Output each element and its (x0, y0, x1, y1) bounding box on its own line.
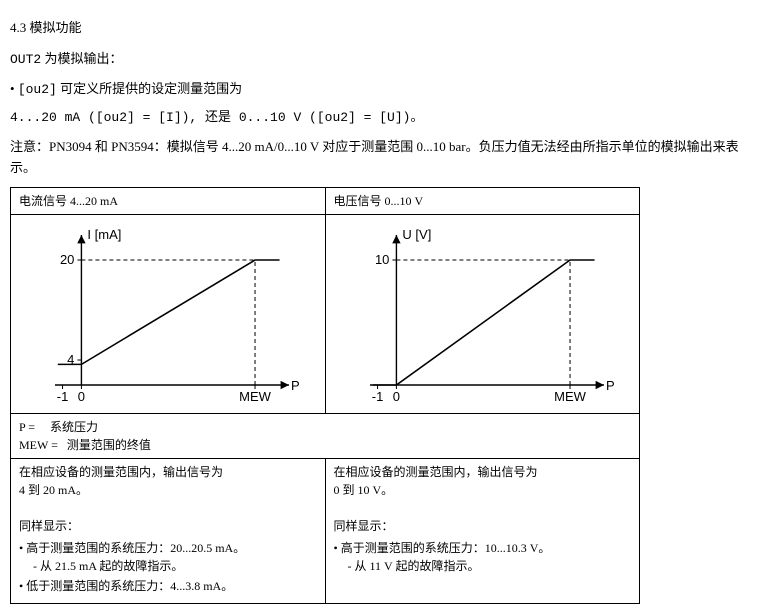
legend-mew-text: 测量范围的终值 (67, 438, 151, 452)
svg-text:MEW: MEW (239, 389, 272, 404)
desc-right-b1: 高于测量范围的系统压力：10...10.3 V。 - 从 11 V 起的故障指示… (334, 539, 632, 575)
desc-right-line3: 同样显示： (334, 517, 632, 535)
chart-voltage: 10 -1 0 MEW U [V] P (334, 219, 624, 409)
chart-current: 4 20 -1 0 MEW I [mA] P (19, 219, 309, 409)
bullet-dot: • (10, 81, 18, 96)
intro-note: 注意：PN3094 和 PN3594：模拟信号 4...20 mA/0...10… (10, 137, 761, 179)
desc-left-b1: 高于测量范围的系统压力：20...20.5 mA。 - 从 21.5 mA 起的… (19, 539, 317, 575)
desc-left-line2: 4 到 20 mA。 (19, 481, 317, 499)
legend-p-text: 系统压力 (50, 420, 98, 434)
legend-mew: MEW = 测量范围的终值 (19, 436, 631, 454)
intro-line-1: OUT2 为模拟输出： (10, 49, 761, 71)
header-current: 电流信号 4...20 mA (11, 187, 326, 214)
legend-mew-label: MEW = (19, 438, 58, 452)
svg-text:0: 0 (392, 389, 399, 404)
bullet-rest: 可定义所提供的设定测量范围为 (57, 81, 242, 96)
ou2-code: [ou2] (18, 82, 57, 97)
desc-left-b1-sub: - 从 21.5 mA 起的故障指示。 (19, 557, 317, 575)
svg-text:P: P (291, 378, 300, 393)
svg-text:-1: -1 (57, 389, 69, 404)
desc-left-line3: 同样显示： (19, 517, 317, 535)
signal-table: 电流信号 4...20 mA 电压信号 0...10 V 4 20 -1 0 MEW I … (10, 187, 640, 604)
svg-text:P: P (606, 378, 615, 393)
desc-right-b1-sub: - 从 11 V 起的故障指示。 (334, 557, 632, 575)
svg-text:MEW: MEW (554, 389, 587, 404)
desc-right-line1: 在相应设备的测量范围内，输出信号为 (334, 463, 632, 481)
desc-voltage-cell: 在相应设备的测量范围内，输出信号为 0 到 10 V。 同样显示： 高于测量范围… (325, 458, 640, 603)
desc-right-b1-text: 高于测量范围的系统压力：10...10.3 V。 (341, 541, 551, 555)
desc-current-cell: 在相应设备的测量范围内，输出信号为 4 到 20 mA。 同样显示： 高于测量范… (11, 458, 326, 603)
section-title-text: 模拟功能 (30, 20, 82, 35)
out2-code: OUT2 (10, 52, 41, 67)
svg-text:I [mA]: I [mA] (87, 227, 121, 242)
section-number: 4.3 (10, 20, 26, 35)
desc-left-line1: 在相应设备的测量范围内，输出信号为 (19, 463, 317, 481)
svg-text:4: 4 (67, 352, 74, 367)
svg-text:0: 0 (78, 389, 85, 404)
chart-current-cell: 4 20 -1 0 MEW I [mA] P (11, 214, 326, 413)
desc-right-bullets: 高于测量范围的系统压力：10...10.3 V。 - 从 11 V 起的故障指示… (334, 539, 632, 575)
chart-voltage-cell: 10 -1 0 MEW U [V] P (325, 214, 640, 413)
intro-bullet: • [ou2] 可定义所提供的设定测量范围为 (10, 79, 761, 101)
svg-text:20: 20 (60, 252, 74, 267)
intro-range-line: 4...20 mA ([ou2] = [I]), 还是 0...10 V ([o… (10, 108, 761, 129)
svg-text:U [V]: U [V] (402, 227, 431, 242)
section-heading: 4.3 模拟功能 (10, 18, 761, 39)
svg-text:-1: -1 (371, 389, 383, 404)
legend-p: P = 系统压力 (19, 418, 631, 436)
header-voltage: 电压信号 0...10 V (325, 187, 640, 214)
desc-left-bullets: 高于测量范围的系统压力：20...20.5 mA。 - 从 21.5 mA 起的… (19, 539, 317, 595)
intro-line1-rest: 为模拟输出： (41, 51, 122, 66)
svg-text:10: 10 (374, 252, 388, 267)
desc-right-line2: 0 到 10 V。 (334, 481, 632, 499)
legend-p-label: P = (19, 420, 35, 434)
desc-left-b2: 低于测量范围的系统压力：4...3.8 mA。 (19, 577, 317, 595)
legend-cell: P = 系统压力 MEW = 测量范围的终值 (11, 413, 640, 458)
desc-left-b1-text: 高于测量范围的系统压力：20...20.5 mA。 (26, 541, 245, 555)
